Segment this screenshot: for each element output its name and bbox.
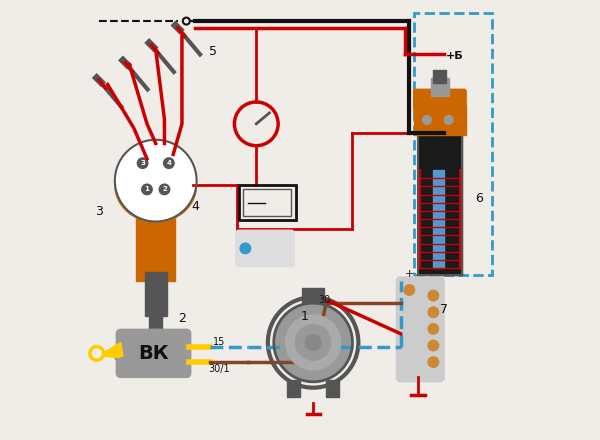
Bar xyxy=(413,105,466,135)
Circle shape xyxy=(305,334,321,350)
FancyBboxPatch shape xyxy=(116,329,191,378)
Bar xyxy=(326,380,340,397)
Circle shape xyxy=(89,345,104,361)
Circle shape xyxy=(240,243,251,254)
Circle shape xyxy=(404,285,415,295)
Bar xyxy=(433,170,444,268)
Text: 15: 15 xyxy=(212,337,225,347)
Circle shape xyxy=(428,340,439,351)
Circle shape xyxy=(119,347,131,360)
Text: 7: 7 xyxy=(440,303,448,316)
Bar xyxy=(145,272,167,316)
Text: 2: 2 xyxy=(178,312,186,325)
FancyBboxPatch shape xyxy=(397,278,443,381)
Circle shape xyxy=(295,325,331,360)
Circle shape xyxy=(428,290,439,301)
Text: 6: 6 xyxy=(475,192,483,205)
Text: 4: 4 xyxy=(166,160,172,166)
Text: +Б: +Б xyxy=(446,51,463,61)
Text: 30: 30 xyxy=(319,295,331,305)
Bar xyxy=(302,288,324,303)
Bar xyxy=(149,308,162,329)
Bar xyxy=(243,189,291,216)
Circle shape xyxy=(428,307,439,318)
Circle shape xyxy=(274,303,352,382)
Circle shape xyxy=(114,342,136,364)
FancyBboxPatch shape xyxy=(413,89,466,111)
Circle shape xyxy=(137,158,148,169)
Circle shape xyxy=(159,184,170,194)
Bar xyxy=(431,78,449,96)
Bar xyxy=(418,135,462,275)
Polygon shape xyxy=(99,342,123,358)
Bar xyxy=(136,211,175,281)
Text: 2: 2 xyxy=(162,187,167,192)
Ellipse shape xyxy=(115,148,197,222)
FancyBboxPatch shape xyxy=(236,231,293,266)
Circle shape xyxy=(428,357,439,367)
Circle shape xyxy=(115,140,197,221)
Bar xyxy=(418,135,462,275)
Text: 4: 4 xyxy=(191,200,199,213)
Circle shape xyxy=(444,116,453,124)
Bar xyxy=(433,70,446,83)
Circle shape xyxy=(164,158,174,169)
Text: +: + xyxy=(404,269,414,279)
Text: ВК: ВК xyxy=(138,344,169,363)
Text: 1: 1 xyxy=(301,310,308,323)
Bar xyxy=(239,185,296,220)
Circle shape xyxy=(428,324,439,334)
Bar xyxy=(287,380,300,397)
Circle shape xyxy=(422,116,431,124)
Text: 5: 5 xyxy=(209,45,217,58)
Text: 1: 1 xyxy=(145,187,149,192)
Text: 3: 3 xyxy=(140,160,145,166)
Circle shape xyxy=(92,349,101,358)
Circle shape xyxy=(286,315,341,370)
Text: 3: 3 xyxy=(95,205,103,218)
Circle shape xyxy=(142,184,152,194)
Text: 30/1: 30/1 xyxy=(208,363,230,374)
